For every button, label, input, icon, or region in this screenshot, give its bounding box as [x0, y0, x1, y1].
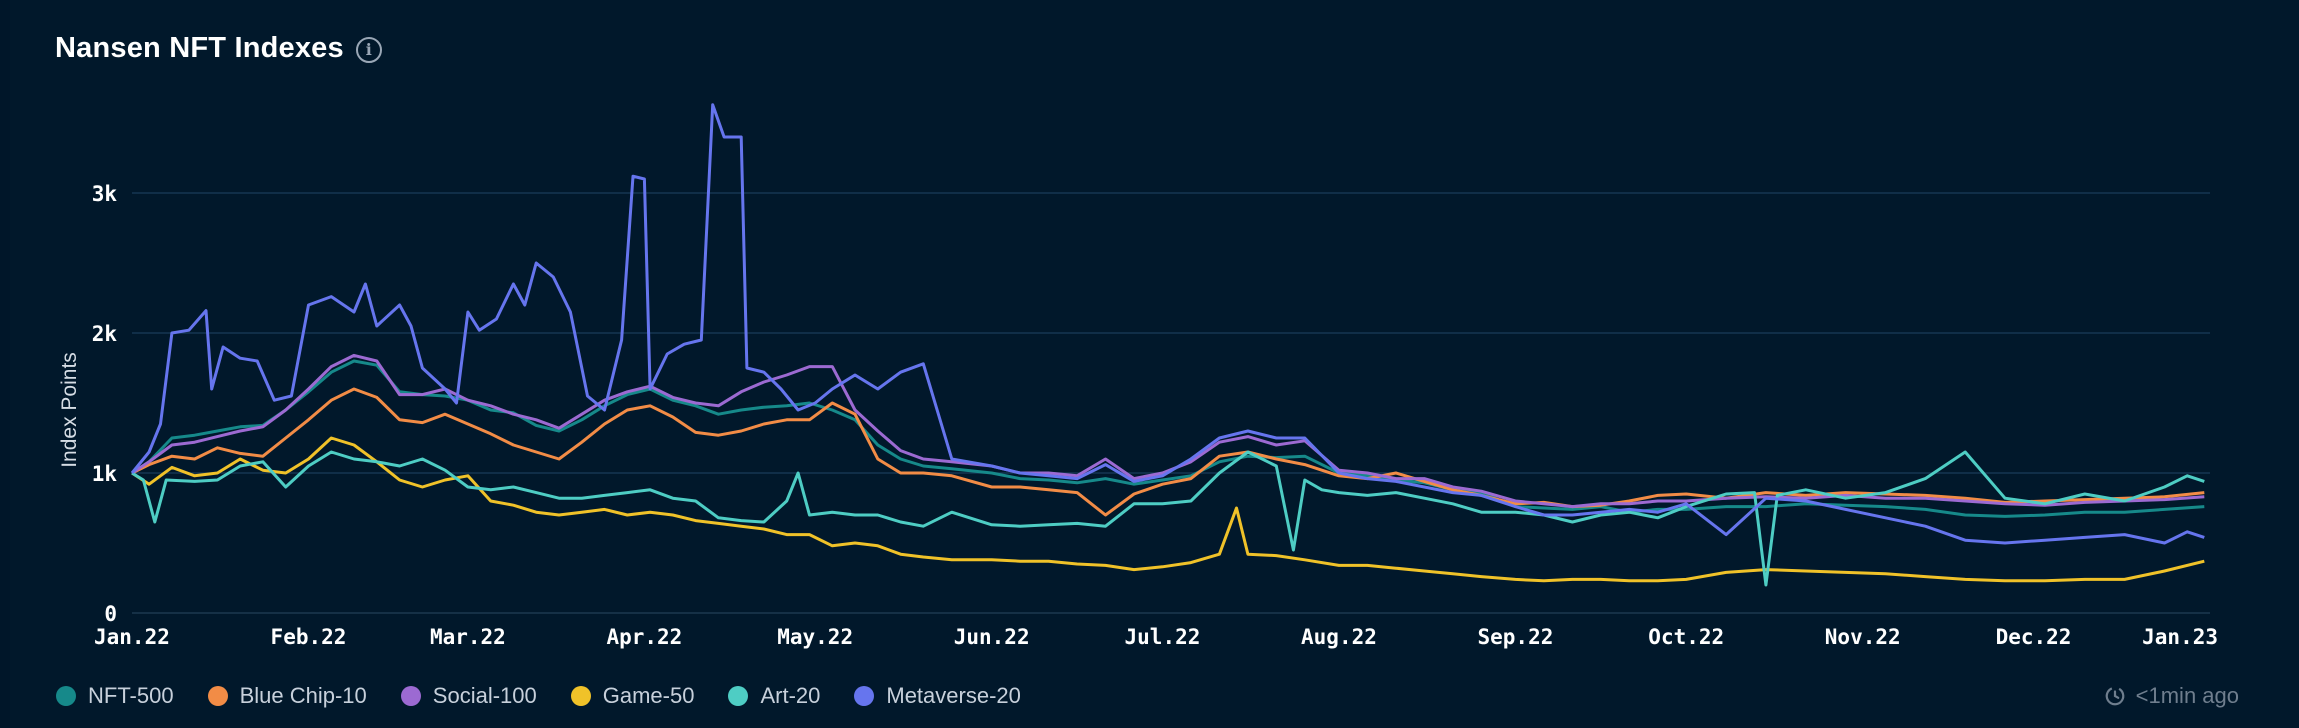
legend-label: Metaverse-20 [886, 683, 1021, 708]
chart-title: Nansen NFT Indexes [55, 32, 344, 64]
legend-dot [400, 686, 421, 706]
legend-label: Blue Chip-10 [239, 683, 367, 708]
clock-refresh-icon [2105, 686, 2124, 706]
x-tick-label: Mar.22 [430, 625, 506, 649]
last-updated-text: <1min ago [2135, 683, 2239, 708]
y-tick-label: 2k [92, 322, 118, 346]
x-tick-label: Aug.22 [1301, 625, 1377, 649]
series-line-metaverse-20[interactable] [130, 103, 2205, 545]
x-tick-label: Sep.22 [1478, 625, 1554, 649]
legend-item-art-20[interactable]: Art-20 [728, 683, 820, 709]
x-axis-ticks: Jan.22 Feb.22 Mar.22 Apr.22 May.22 Jun.22 Jul.… [94, 625, 2218, 649]
y-axis-ticks: 0 1k 2k 3k [92, 182, 118, 626]
legend-item-blue-chip-10[interactable]: Blue Chip-10 [207, 683, 367, 709]
y-tick-label: 3k [92, 182, 118, 206]
grid-lines [132, 192, 2210, 614]
x-tick-label: Jun.22 [954, 625, 1030, 649]
x-tick-label: Jan.23 [2142, 625, 2218, 649]
x-tick-label: Dec.22 [1996, 625, 2072, 649]
legend-label: Game-50 [602, 683, 695, 708]
legend-item-metaverse-20[interactable]: Metaverse-20 [854, 683, 1021, 709]
y-tick-label: 0 [104, 602, 117, 626]
chart-header: Nansen NFT Indexes i [55, 32, 382, 65]
legend-dot [207, 686, 228, 706]
legend-dot [570, 686, 591, 706]
x-tick-label: May.22 [777, 625, 853, 649]
legend-dot [854, 686, 875, 706]
y-tick-label: 1k [92, 462, 118, 486]
x-tick-label: Feb.22 [271, 625, 347, 649]
chart-panel [10, 0, 2299, 728]
x-tick-label: Jan.22 [94, 625, 170, 649]
x-tick-label: Nov.22 [1825, 625, 1901, 649]
series-line-nft-500[interactable] [131, 359, 2205, 518]
series-line-art-20[interactable] [131, 450, 2205, 587]
chart-legend: NFT-500 Blue Chip-10 Social-100 Game-50 Art-… [56, 683, 1021, 709]
legend-dot [728, 686, 749, 706]
series-line-blue-chip-10[interactable] [131, 387, 2205, 517]
info-icon[interactable]: i [355, 36, 382, 63]
legend-item-social-100[interactable]: Social-100 [400, 683, 537, 709]
series-line-game-50[interactable] [131, 436, 2205, 583]
last-updated: <1min ago [2104, 683, 2239, 709]
x-tick-label: Jul.22 [1125, 625, 1201, 649]
legend-label: Social-100 [432, 683, 537, 708]
x-tick-label: Apr.22 [606, 625, 682, 649]
y-axis-title: Index Points [58, 352, 81, 468]
legend-dot [56, 686, 76, 706]
legend-item-nft-500[interactable]: NFT-500 [56, 683, 174, 709]
legend-item-game-50[interactable]: Game-50 [570, 683, 695, 709]
series-lines [130, 103, 2205, 587]
legend-label: NFT-500 [88, 683, 174, 708]
legend-label: Art-20 [760, 683, 821, 708]
x-tick-label: Oct.22 [1648, 625, 1724, 649]
